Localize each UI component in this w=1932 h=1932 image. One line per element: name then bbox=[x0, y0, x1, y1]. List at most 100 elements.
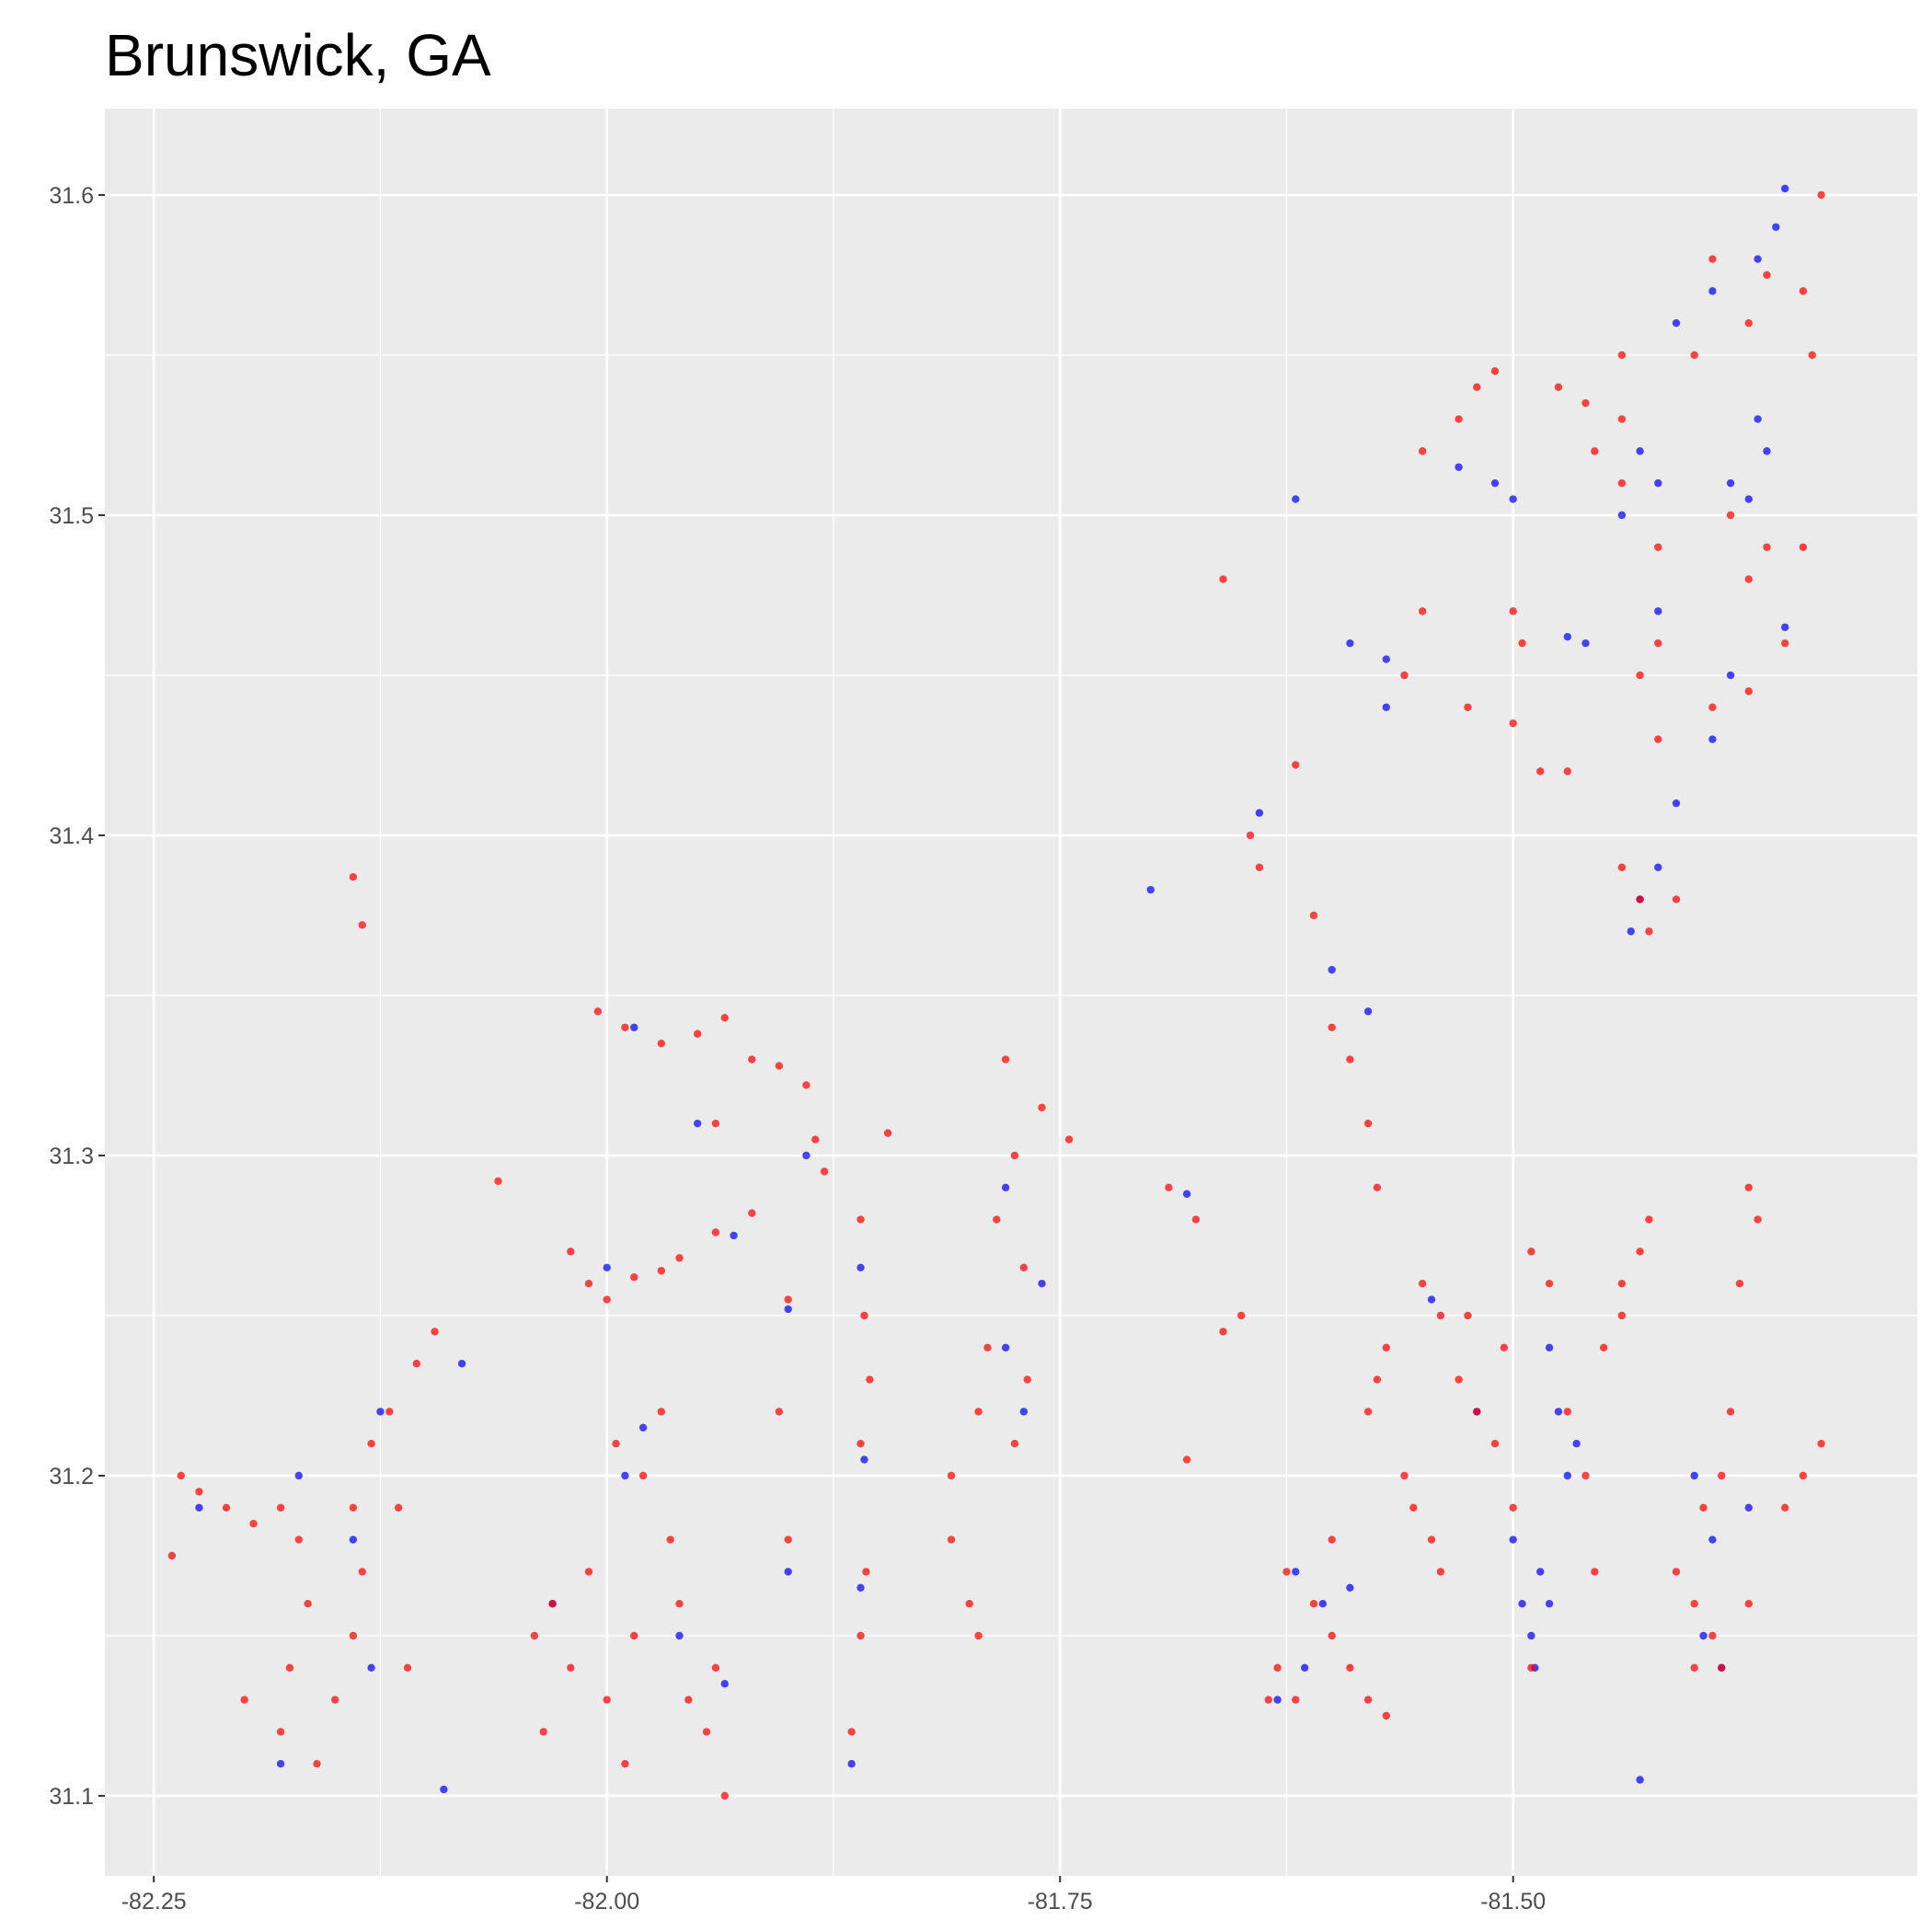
point bbox=[621, 1023, 629, 1031]
point bbox=[1591, 447, 1599, 455]
point bbox=[820, 1167, 829, 1176]
point bbox=[1436, 1311, 1445, 1320]
point bbox=[385, 1408, 394, 1416]
point bbox=[1273, 1696, 1282, 1704]
point bbox=[1455, 1375, 1463, 1384]
y-tick-label: 31.1 bbox=[49, 1784, 94, 1810]
point bbox=[1563, 633, 1571, 641]
point bbox=[630, 1273, 638, 1282]
point bbox=[358, 1568, 366, 1576]
point bbox=[1264, 1696, 1272, 1704]
point bbox=[1146, 885, 1155, 894]
point bbox=[548, 1599, 557, 1608]
point bbox=[866, 1375, 874, 1384]
point bbox=[584, 1568, 593, 1576]
point bbox=[1699, 1503, 1708, 1512]
point bbox=[638, 1471, 648, 1480]
point bbox=[1708, 735, 1717, 743]
point-series bbox=[167, 190, 1825, 1800]
point bbox=[1744, 575, 1753, 583]
point bbox=[711, 1228, 720, 1236]
point bbox=[1636, 671, 1644, 680]
point bbox=[857, 1583, 865, 1592]
point bbox=[638, 1423, 648, 1432]
point bbox=[730, 1231, 738, 1240]
point bbox=[1427, 1535, 1436, 1544]
point bbox=[711, 1663, 720, 1672]
point bbox=[367, 1663, 375, 1672]
point bbox=[1726, 511, 1735, 520]
point bbox=[457, 1359, 466, 1368]
point bbox=[1772, 223, 1780, 231]
point bbox=[440, 1785, 448, 1794]
point bbox=[1645, 927, 1653, 936]
point bbox=[1363, 1696, 1373, 1704]
point bbox=[860, 1455, 868, 1464]
point bbox=[1708, 1631, 1717, 1640]
point bbox=[857, 1215, 865, 1224]
point bbox=[1617, 863, 1627, 871]
point bbox=[748, 1055, 756, 1064]
point bbox=[494, 1177, 502, 1186]
point bbox=[294, 1471, 303, 1480]
point bbox=[1690, 351, 1698, 360]
point bbox=[630, 1631, 638, 1640]
point bbox=[1581, 638, 1590, 648]
point bbox=[1363, 1408, 1373, 1416]
point bbox=[811, 1135, 820, 1144]
point bbox=[974, 1631, 983, 1640]
point bbox=[1527, 1663, 1535, 1672]
point bbox=[1509, 607, 1517, 615]
point bbox=[412, 1359, 421, 1368]
point bbox=[1473, 1408, 1481, 1416]
point bbox=[349, 1535, 358, 1544]
point bbox=[1672, 799, 1681, 808]
point bbox=[1617, 511, 1627, 520]
point bbox=[1382, 1343, 1390, 1351]
point bbox=[567, 1248, 575, 1256]
point bbox=[349, 1503, 358, 1512]
point bbox=[330, 1696, 339, 1704]
point bbox=[167, 1551, 177, 1560]
point bbox=[974, 1408, 983, 1416]
point bbox=[1409, 1503, 1418, 1512]
point bbox=[1236, 1311, 1246, 1320]
point bbox=[1599, 1343, 1608, 1351]
point bbox=[1654, 863, 1662, 871]
point bbox=[276, 1503, 285, 1512]
point bbox=[1400, 1471, 1409, 1480]
point bbox=[195, 1488, 203, 1496]
point bbox=[1536, 767, 1545, 776]
point bbox=[1019, 1263, 1028, 1271]
x-tick-label: -82.25 bbox=[121, 1889, 187, 1915]
point bbox=[1490, 1439, 1500, 1448]
point bbox=[621, 1471, 629, 1480]
point bbox=[1246, 831, 1255, 840]
point bbox=[784, 1568, 792, 1576]
point bbox=[684, 1696, 693, 1704]
point bbox=[1019, 1408, 1028, 1416]
point bbox=[983, 1343, 992, 1351]
point bbox=[1780, 623, 1789, 631]
point bbox=[1554, 1408, 1563, 1416]
point bbox=[993, 1215, 1001, 1224]
point bbox=[965, 1599, 973, 1608]
point bbox=[1490, 478, 1500, 488]
point bbox=[349, 873, 358, 881]
point bbox=[657, 1267, 665, 1275]
point bbox=[1735, 1279, 1744, 1288]
point bbox=[1636, 895, 1644, 903]
point bbox=[1363, 1007, 1373, 1016]
point bbox=[1473, 383, 1481, 391]
point bbox=[1581, 1471, 1590, 1480]
point bbox=[1799, 1471, 1808, 1480]
point bbox=[1754, 415, 1762, 423]
point bbox=[1001, 1055, 1010, 1064]
point bbox=[403, 1663, 412, 1672]
point bbox=[1726, 478, 1735, 488]
point bbox=[1300, 1663, 1309, 1672]
y-tick-label: 31.6 bbox=[49, 183, 94, 209]
point bbox=[802, 1151, 811, 1160]
point bbox=[1545, 1599, 1554, 1608]
